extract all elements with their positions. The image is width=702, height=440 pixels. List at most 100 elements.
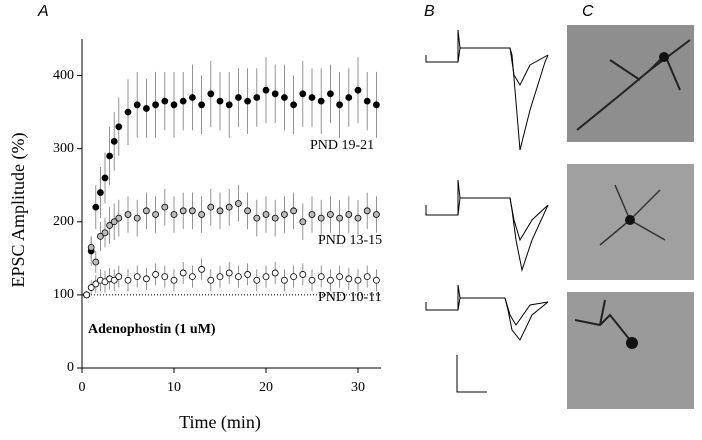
data-point [299, 90, 307, 98]
data-point [244, 207, 252, 215]
traces [425, 29, 549, 393]
data-point [372, 211, 380, 218]
data-point [142, 105, 150, 112]
data-point [225, 203, 233, 211]
y-tick-label: 100 [53, 287, 74, 302]
data-point [308, 211, 316, 218]
data-point [207, 276, 215, 284]
data-point [207, 90, 215, 98]
data-point [97, 189, 104, 196]
data-point [110, 218, 118, 226]
data-point [354, 214, 362, 222]
x-tick-label: 0 [79, 380, 86, 395]
annotation: PND 13-15 [318, 233, 382, 248]
panel-label: C [582, 3, 594, 20]
y-tick-label: 300 [53, 141, 74, 156]
data-point [152, 271, 160, 278]
data-point [161, 273, 169, 281]
data-point [170, 101, 178, 109]
data-point [299, 271, 307, 278]
data-point [336, 101, 344, 109]
data-point [83, 291, 90, 299]
data-point [152, 101, 160, 109]
data-point [308, 276, 316, 284]
annotation: PND 19-21 [310, 138, 374, 153]
data-point [253, 276, 261, 284]
data-point [207, 203, 215, 211]
data-point [216, 97, 224, 105]
data-point [317, 214, 325, 222]
data-point [290, 273, 298, 281]
data-point [97, 232, 104, 240]
data-point [161, 97, 169, 105]
data-point [106, 222, 113, 229]
data-point [372, 101, 380, 109]
data-point [101, 174, 109, 182]
data-point [234, 273, 242, 281]
data-point [124, 108, 132, 116]
data-point [253, 94, 261, 101]
data-point [363, 273, 371, 281]
data-point [115, 123, 123, 131]
data-point [262, 86, 270, 94]
data-point [142, 207, 150, 215]
panel-label: A [37, 3, 49, 20]
images [567, 25, 694, 409]
data-point [142, 275, 150, 283]
data-point [216, 207, 224, 215]
data-point [92, 258, 100, 266]
data-point [345, 211, 353, 218]
data-point [280, 94, 288, 101]
data-point [133, 101, 141, 109]
data-point [280, 276, 288, 284]
data-point [299, 218, 307, 226]
data-point [101, 229, 109, 237]
annotation: PND 10-11 [318, 290, 382, 305]
data-point [161, 203, 169, 211]
data-point [179, 207, 187, 215]
data-point [345, 275, 353, 283]
data-point [326, 276, 334, 284]
annotation: Adenophostin (1 uM) [88, 322, 216, 337]
data-point [262, 273, 270, 281]
data-point [115, 273, 123, 281]
data-point [363, 97, 371, 105]
data-point [152, 211, 160, 218]
data-point [124, 211, 132, 218]
data-point [87, 284, 95, 291]
data-point [363, 207, 371, 215]
x-tick-label: 30 [351, 380, 365, 395]
data-point [188, 273, 196, 281]
data-point [317, 97, 325, 105]
data-point [280, 211, 288, 218]
data-point [244, 97, 252, 105]
data-point [133, 214, 141, 222]
data-point [188, 94, 196, 101]
data-point [308, 94, 316, 101]
data-point [225, 101, 233, 109]
data-point [271, 269, 279, 277]
x-tick-label: 10 [167, 380, 181, 395]
data-point [110, 276, 118, 284]
data-point [198, 211, 206, 218]
data-point [354, 276, 362, 284]
data-point [326, 211, 334, 218]
data-point [179, 269, 187, 277]
data-point [110, 137, 118, 145]
data-point [115, 214, 123, 222]
data-point [262, 211, 270, 218]
data-point [326, 90, 334, 98]
panel-label: B [424, 3, 435, 20]
data-point [133, 273, 141, 281]
data-point [317, 273, 325, 281]
data-point [106, 152, 113, 160]
data-point [290, 207, 298, 215]
x-axis-label: Time (min) [179, 412, 261, 433]
data-point [234, 94, 242, 101]
data-point [170, 211, 178, 218]
data-point [179, 97, 187, 105]
data-point [336, 273, 344, 281]
x-tick-label: 20 [259, 380, 273, 395]
data-point [198, 101, 206, 109]
